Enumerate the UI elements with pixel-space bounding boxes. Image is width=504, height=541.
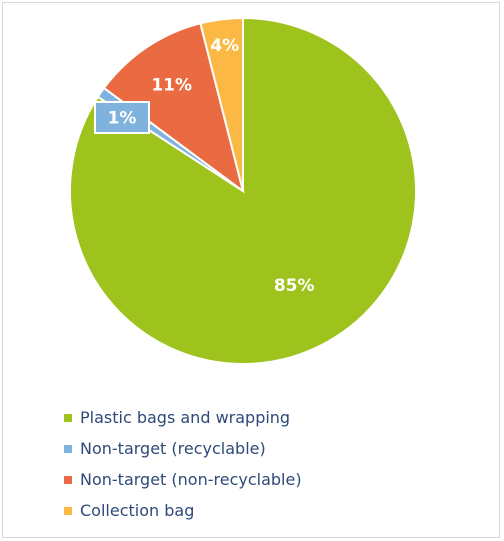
legend-label-non-target-recyclable: Non-target (recyclable) (80, 439, 266, 458)
pie-chart: 85% 1% 11% 4% (69, 16, 417, 365)
data-label-non-target-non-recyclable: 11% (151, 76, 192, 96)
legend: Plastic bags and wrapping Non-target (rec… (64, 402, 302, 526)
legend-swatch-non-target-recyclable (64, 444, 72, 453)
legend-item-non-target-non-recyclable: Non-target (non-recyclable) (64, 464, 302, 495)
data-label-collection-bag: 4% (210, 36, 239, 56)
data-label-background (94, 101, 150, 134)
legend-swatch-non-target-non-recyclable (64, 475, 72, 484)
legend-label-non-target-non-recyclable: Non-target (non-recyclable) (80, 470, 302, 489)
data-label-box-non-target-recyclable: 1% (94, 101, 150, 134)
legend-item-non-target-recyclable: Non-target (recyclable) (64, 433, 302, 464)
data-label-non-target-recyclable: 1% (108, 109, 137, 129)
legend-item-collection-bag: Collection bag (64, 495, 302, 526)
legend-swatch-collection-bag (64, 506, 72, 515)
legend-item-plastic-bags-and-wrapping: Plastic bags and wrapping (64, 402, 302, 433)
legend-label-collection-bag: Collection bag (80, 501, 195, 520)
chart-frame (2, 2, 500, 538)
pie-slice-collection-bag (199, 16, 244, 192)
legend-swatch-plastic-bags-and-wrapping (64, 413, 72, 422)
data-label-plastic-bags-and-wrapping: 85% (274, 276, 315, 296)
pie-slice-non-target-non-recyclable (102, 22, 245, 194)
legend-label-plastic-bags-and-wrapping: Plastic bags and wrapping (80, 408, 291, 427)
